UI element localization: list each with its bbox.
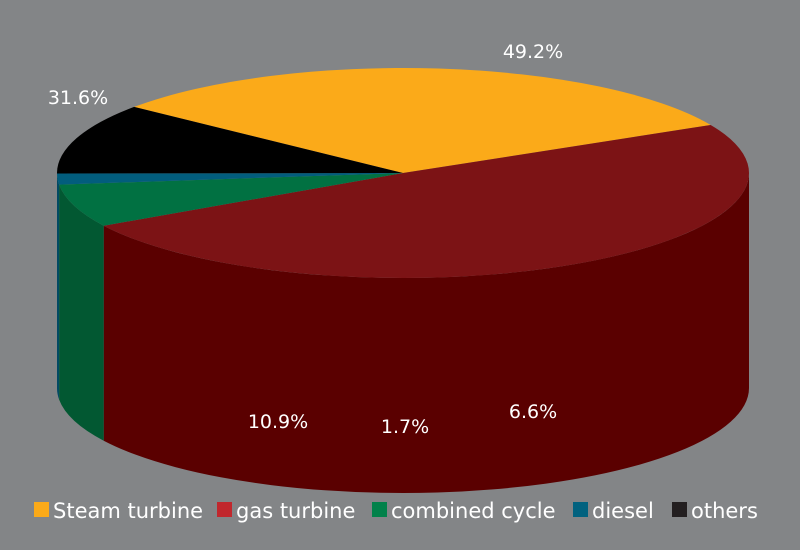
pie-slice-diesel	[57, 173, 403, 185]
pie-side-combined-cycle	[59, 184, 104, 441]
pie-sides	[56, 173, 750, 493]
data-label-gas-turbine: 49.2%	[503, 41, 563, 63]
legend-label-gas-turbine: gas turbine	[236, 499, 355, 523]
pie-side-gas-turbine	[103, 173, 750, 493]
legend-swatch-combined-cycle	[372, 502, 387, 517]
legend-swatch-others	[672, 502, 687, 517]
data-label-steam-turbine: 31.6%	[48, 87, 108, 109]
pie-slice-steam-turbine	[134, 67, 711, 173]
data-label-diesel: 1.7%	[381, 416, 429, 438]
pie-slice-combined-cycle	[59, 173, 403, 226]
data-label-combined-cycle: 6.6%	[509, 401, 557, 423]
legend-label-combined-cycle: combined cycle	[391, 499, 556, 523]
legend-label-diesel: diesel	[592, 499, 654, 523]
data-labels: 31.6% 49.2% 6.6% 1.7% 10.9%	[48, 41, 563, 438]
data-label-others: 10.9%	[248, 411, 308, 433]
legend-swatch-diesel	[573, 502, 588, 517]
pie-slice-gas-turbine	[103, 124, 749, 278]
legend-label-others: others	[691, 499, 758, 523]
pie-slice-others	[56, 106, 403, 174]
legend-label-steam-turbine: Steam turbine	[53, 499, 203, 523]
legend-swatch-gas-turbine	[217, 502, 232, 517]
legend: Steam turbine gas turbine combined cycle di…	[34, 499, 758, 523]
legend-swatch-steam-turbine	[34, 502, 49, 517]
pie-side-diesel	[57, 173, 60, 400]
pie-tops	[56, 67, 749, 278]
